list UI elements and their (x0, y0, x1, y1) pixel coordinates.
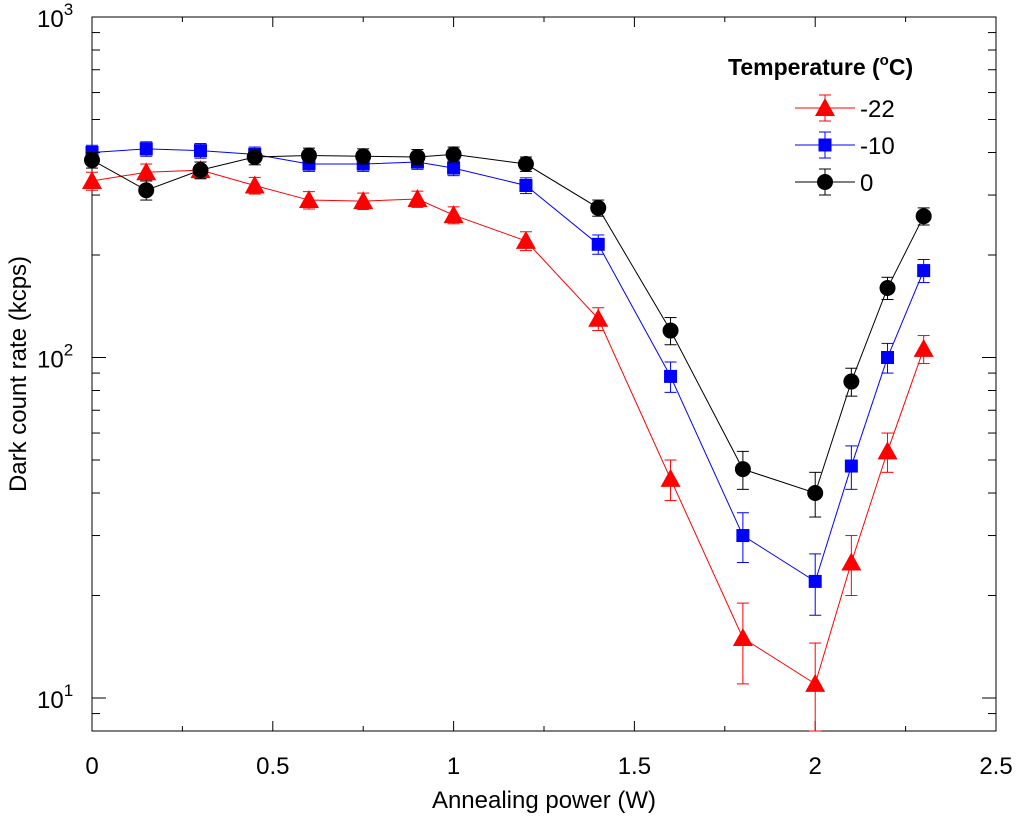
data-point (353, 191, 374, 210)
legend-marker (815, 98, 835, 116)
data-point (407, 189, 428, 208)
data-point (808, 574, 822, 588)
data-point (138, 182, 155, 199)
data-point (447, 161, 461, 175)
data-point (843, 373, 860, 390)
data-point (591, 237, 605, 251)
legend-title-main: Temperature ( (728, 54, 880, 80)
series-line (91, 148, 925, 583)
data-point (515, 230, 536, 249)
x-tick-labels: 0 0.5 1 1.5 2 2.5 (85, 753, 1012, 780)
data-point (139, 142, 153, 156)
data-point (445, 146, 462, 163)
legend-item: -10 (795, 131, 895, 160)
data-point (298, 190, 319, 209)
data-point (844, 459, 858, 473)
y-tick-label: 101 (37, 681, 73, 714)
data-point (734, 461, 751, 478)
data-point (588, 308, 609, 327)
series-triangle (82, 160, 934, 732)
y-tick-label: 103 (37, 0, 73, 33)
x-tick-label: 1 (447, 753, 460, 780)
series-layer (82, 141, 934, 732)
data-point (736, 529, 750, 543)
data-point (193, 144, 207, 158)
data-point (300, 147, 317, 164)
series-circle (84, 146, 932, 518)
data-point (879, 279, 896, 296)
x-tick-label: 2.5 (979, 753, 1012, 780)
data-point (409, 149, 426, 166)
data-point (246, 149, 263, 166)
data-point (732, 628, 753, 647)
legend-title: Temperature (oC) (728, 52, 913, 80)
x-tick-label: 0.5 (256, 753, 289, 780)
plot-frame (91, 16, 997, 732)
data-point (192, 162, 209, 179)
axes-ticks (91, 17, 997, 732)
data-point (841, 552, 862, 571)
legend-items: -22 -10 0 (795, 94, 895, 197)
data-point (660, 468, 681, 487)
series-line (91, 153, 925, 494)
data-point (84, 152, 100, 169)
data-point (136, 162, 157, 181)
data-point (662, 322, 679, 339)
data-point (664, 369, 678, 383)
data-point (881, 351, 895, 365)
x-axis-title: Annealing power (W) (432, 787, 656, 814)
x-tick-label: 2 (809, 753, 822, 780)
data-point (244, 175, 265, 194)
data-point (917, 264, 931, 278)
legend: Temperature (oC) -22 -10 0 (728, 52, 913, 197)
legend-marker (817, 174, 833, 190)
legend-marker (818, 138, 832, 152)
legend-label: -22 (860, 96, 895, 123)
data-point (590, 199, 607, 216)
data-point (82, 170, 102, 189)
x-tick-label: 1.5 (618, 753, 651, 780)
legend-item: -22 (795, 94, 895, 123)
data-point (517, 156, 534, 173)
data-point (805, 673, 826, 692)
series-line (91, 169, 925, 685)
legend-title-sup: o (880, 52, 889, 69)
data-point (807, 485, 824, 501)
legend-title-end: C) (889, 54, 913, 80)
y-tick-label: 102 (37, 341, 73, 374)
data-point (913, 338, 934, 357)
data-point (355, 148, 372, 165)
y-tick-labels: 101 102 103 (37, 0, 73, 714)
y-axis-title: Dark count rate (kcps) (5, 256, 32, 492)
legend-label: 0 (860, 170, 873, 197)
data-point (443, 205, 464, 224)
data-point (877, 441, 898, 460)
data-point (519, 178, 533, 192)
legend-label: -10 (860, 133, 895, 160)
legend-item: 0 (795, 168, 873, 197)
data-point (915, 208, 932, 225)
x-tick-label: 0 (85, 753, 98, 780)
series-square (85, 141, 931, 616)
